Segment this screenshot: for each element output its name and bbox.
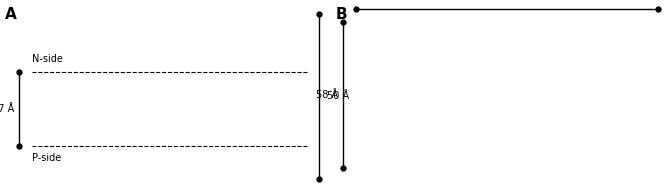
Text: 27 Å: 27 Å [0,104,15,114]
Text: N-side: N-side [32,54,63,64]
Text: A: A [5,7,17,23]
Text: P-side: P-side [32,153,61,163]
Text: 50 Å: 50 Å [327,92,349,101]
Text: B: B [335,7,346,23]
Text: 58 Å: 58 Å [316,90,338,100]
Text: 114 Å: 114 Å [493,0,521,2]
